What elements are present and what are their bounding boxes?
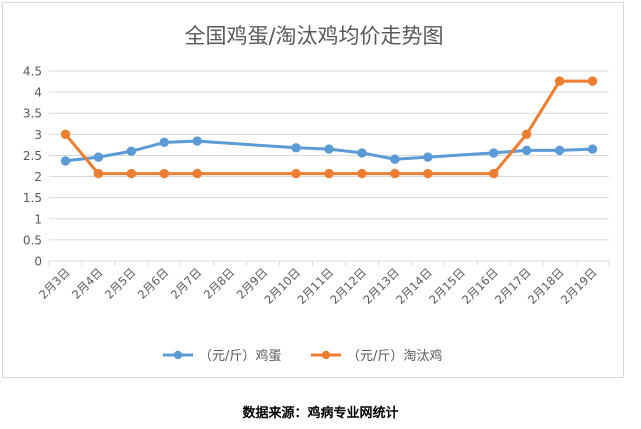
x-tick-label: 2月19日 <box>558 265 600 307</box>
data-point <box>357 148 367 158</box>
data-source-note: 数据来源：鸡病专业网统计 <box>242 406 399 421</box>
legend-swatch-marker <box>173 350 183 360</box>
data-point <box>423 168 433 179</box>
y-tick-label: 1.5 <box>23 191 42 205</box>
data-point <box>93 168 104 179</box>
data-point <box>324 168 334 179</box>
line-chart: 全国鸡蛋/淘汰鸡均价走势图 00.511.522.533.544.5 2月3日2… <box>23 24 610 364</box>
y-tick-label: 2 <box>34 170 42 184</box>
y-tick-label: 4 <box>34 86 42 100</box>
y-axis-ticks: 0 0.5 1 1.5 2 2.5 3 3.5 4 4.5 <box>23 65 42 269</box>
x-axis-ticks: 2月3日2月4日2月5日2月6日2月7日2月8日2月9日2月10日2月11日2月… <box>36 261 610 307</box>
data-point <box>159 137 169 148</box>
data-point <box>60 156 71 166</box>
y-tick-label: 1 <box>34 212 42 226</box>
x-tick-label: 2月5日 <box>102 265 139 302</box>
x-tick-label: 2月4日 <box>69 265 106 302</box>
y-tick-label: 0 <box>34 255 42 269</box>
gridlines <box>49 70 609 262</box>
data-point <box>587 144 598 154</box>
y-tick-label: 3 <box>34 128 42 142</box>
data-point <box>390 168 400 179</box>
x-tick-label: 2月3日 <box>36 265 73 302</box>
data-point <box>192 136 202 146</box>
data-point <box>357 168 367 179</box>
data-point <box>192 168 202 179</box>
data-point <box>291 168 301 179</box>
y-tick-label: 2.5 <box>23 149 42 163</box>
data-point <box>60 129 71 140</box>
data-point <box>324 144 334 154</box>
legend: （元/斤）鸡蛋 （元/斤）淘汰鸡 <box>163 348 442 364</box>
series-line-0 <box>64 139 594 163</box>
y-tick-label: 4.5 <box>23 65 42 79</box>
data-point <box>93 152 104 162</box>
legend-label: （元/斤）淘汰鸡 <box>347 348 442 364</box>
series-layer <box>60 76 598 179</box>
x-tick-label: 2月8日 <box>201 265 238 302</box>
legend-label: （元/斤）鸡蛋 <box>199 348 281 364</box>
x-tick-label: 2月7日 <box>168 265 205 302</box>
chart-frame: 全国鸡蛋/淘汰鸡均价走势图 0 0.5 1 1.5 2 2.5 3 3.5 4 4.5 2月3日 2… <box>2 2 624 378</box>
data-point <box>587 76 598 86</box>
data-point <box>126 146 137 156</box>
chart-title: 全国鸡蛋/淘汰鸡均价走势图 <box>184 24 443 48</box>
data-point <box>554 145 565 156</box>
data-point <box>554 76 565 86</box>
legend-swatch-marker <box>321 350 331 360</box>
data-point <box>521 145 532 156</box>
data-point <box>390 154 400 164</box>
series-line-1 <box>64 79 594 176</box>
data-point <box>521 129 532 140</box>
data-point <box>126 168 137 179</box>
data-point <box>489 168 499 179</box>
data-point <box>291 143 301 153</box>
data-point <box>159 168 169 179</box>
y-tick-label: 3.5 <box>23 107 42 121</box>
data-point <box>423 152 433 162</box>
x-tick-label: 2月6日 <box>135 265 172 302</box>
data-point <box>489 148 499 158</box>
y-tick-label: 0.5 <box>23 233 42 247</box>
